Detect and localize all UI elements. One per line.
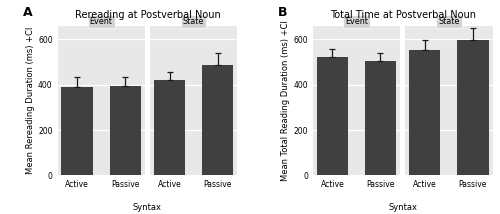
Text: Total Time at Postverbal Noun: Total Time at Postverbal Noun	[330, 10, 476, 20]
Text: State: State	[183, 17, 204, 26]
Text: Event: Event	[345, 17, 368, 26]
Text: Syntax: Syntax	[388, 203, 417, 212]
Bar	[202, 65, 234, 175]
Bar	[458, 40, 488, 175]
Text: State: State	[438, 17, 460, 26]
Text: B: B	[278, 6, 287, 19]
Bar	[316, 57, 348, 175]
Y-axis label: Mean Rereading Duration (ms) +CI: Mean Rereading Duration (ms) +CI	[26, 27, 35, 174]
Text: Syntax: Syntax	[133, 203, 162, 212]
Bar	[365, 61, 396, 175]
Y-axis label: Mean Total Reading Duration (ms) +CI: Mean Total Reading Duration (ms) +CI	[282, 20, 290, 181]
Bar	[154, 80, 185, 175]
Text: A: A	[22, 6, 32, 19]
Bar	[409, 50, 440, 175]
Text: Rereading at Postverbal Noun: Rereading at Postverbal Noun	[74, 10, 221, 20]
Text: Event: Event	[90, 17, 112, 26]
Bar	[62, 86, 92, 175]
Bar	[110, 86, 141, 175]
